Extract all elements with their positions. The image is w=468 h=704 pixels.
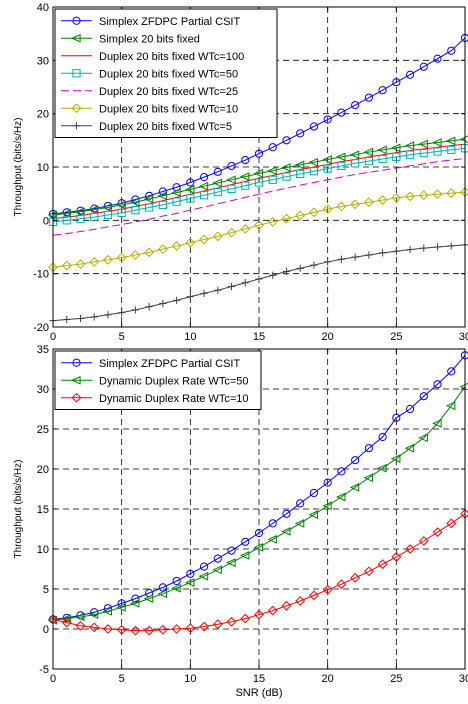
chart-top: 0 5 10 15 20 25 30 -20 -10 0 10 20 30 40 Throughput (b… [13,2,468,343]
x-axis-label: SNR (dB) [235,687,282,699]
x-tick-label: 0 [50,331,56,343]
x-tick-label: 30 [459,673,468,685]
legend: Simplex ZFDPC Partial CSIT Simplex 20 bit… [55,9,277,138]
legend-label: Simplex ZFDPC Partial CSIT [99,358,240,370]
x-tick-label: 30 [459,331,468,343]
x-tick-label: 15 [253,331,265,343]
y-tick-label: 30 [37,55,49,67]
legend-label: Dynamic Duplex Rate WTc=10 [99,393,248,405]
y-tick-label: -20 [33,322,49,334]
x-tick-label: 0 [50,673,56,685]
x-tick-label: 20 [322,331,334,343]
y-axis-label: Throughput (bits/s/Hz) [13,118,24,217]
x-tick-label: 5 [119,331,125,343]
x-tick-label: 10 [184,673,196,685]
chart-bottom: 051015202530-505101520253035Throughput (… [13,344,468,699]
legend-label: Duplex 20 bits fixed WTc=50 [99,68,238,80]
x-tick-label: 25 [390,331,402,343]
legend-label: Simplex ZFDPC Partial CSIT [99,16,240,28]
y-tick-label: 30 [37,384,49,396]
legend-label: Dynamic Duplex Rate WTc=50 [99,375,248,387]
y-tick-label: 35 [37,344,49,356]
y-tick-label: 0 [43,215,49,227]
y-axis-label: Throughput (bits/s/Hz) [13,460,24,559]
y-tick-label: 40 [37,2,49,14]
legend-label: Duplex 20 bits fixed WTc=25 [99,86,238,98]
x-tick-label: 5 [119,673,125,685]
y-tick-label: -5 [39,664,49,676]
legend-label: Simplex 20 bits fixed [99,33,200,45]
y-tick-label: 20 [37,464,49,476]
y-tick-label: 5 [43,584,49,596]
legend-label: Duplex 20 bits fixed WTc=100 [99,51,244,63]
y-tick-label: 25 [37,424,49,436]
legend: Simplex ZFDPC Partial CSIT Dynamic Duplex… [55,351,261,410]
y-tick-label: 15 [37,504,49,516]
x-tick-label: 15 [253,673,265,685]
y-tick-label: 10 [37,544,49,556]
legend-label: Duplex 20 bits fixed WTc=5 [99,121,232,133]
legend-label: Duplex 20 bits fixed WTc=10 [99,103,238,115]
x-tick-label: 25 [390,673,402,685]
y-tick-label: -10 [33,269,49,281]
x-tick-label: 10 [184,331,196,343]
y-tick-label: 0 [43,624,49,636]
y-tick-label: 10 [37,162,49,174]
x-tick-label: 20 [322,673,334,685]
y-tick-label: 20 [37,109,49,121]
